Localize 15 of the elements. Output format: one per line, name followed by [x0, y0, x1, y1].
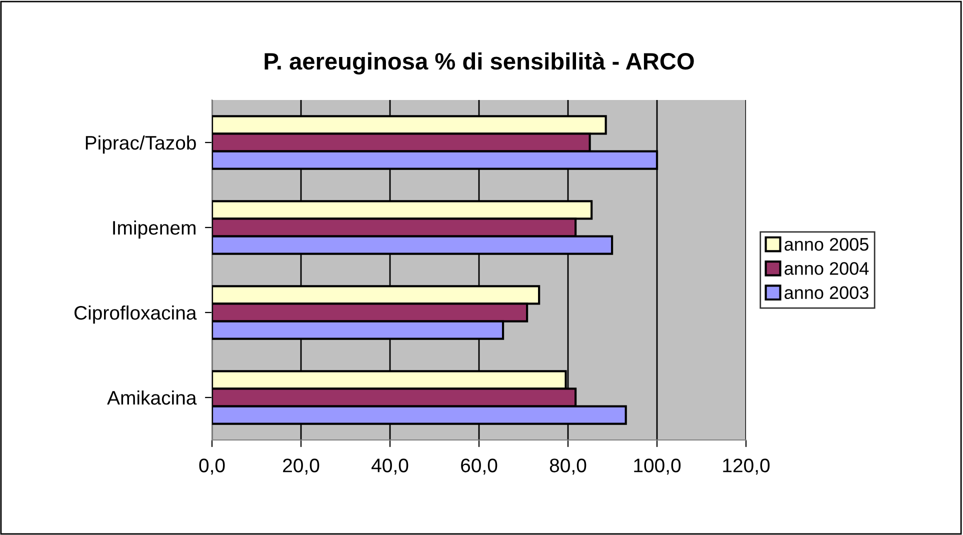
legend-label: anno 2004 [784, 262, 869, 275]
y-tick-label: Ciprofloxacina [74, 305, 197, 324]
legend-label: anno 2005 [784, 238, 868, 251]
legend-label: anno 2003 [784, 286, 868, 300]
x-tick-label: 0,0 [199, 458, 225, 475]
y-tick-label: Piprac/Tazob [86, 135, 196, 154]
x-tick-label: 80,0 [550, 458, 586, 475]
chart-title: P. aereuginosa % di sensibilità - ARCO [264, 52, 694, 74]
x-tick-label: 20,0 [283, 458, 320, 475]
x-tick-label: 120,0 [723, 458, 770, 475]
y-tick-label: Amikacina [107, 390, 197, 405]
y-tick-label: Imipenem [113, 220, 196, 239]
x-tick-label: 40,0 [372, 458, 408, 475]
x-tick-label: 60,0 [461, 458, 498, 475]
x-tick-label: 100,0 [634, 458, 681, 475]
